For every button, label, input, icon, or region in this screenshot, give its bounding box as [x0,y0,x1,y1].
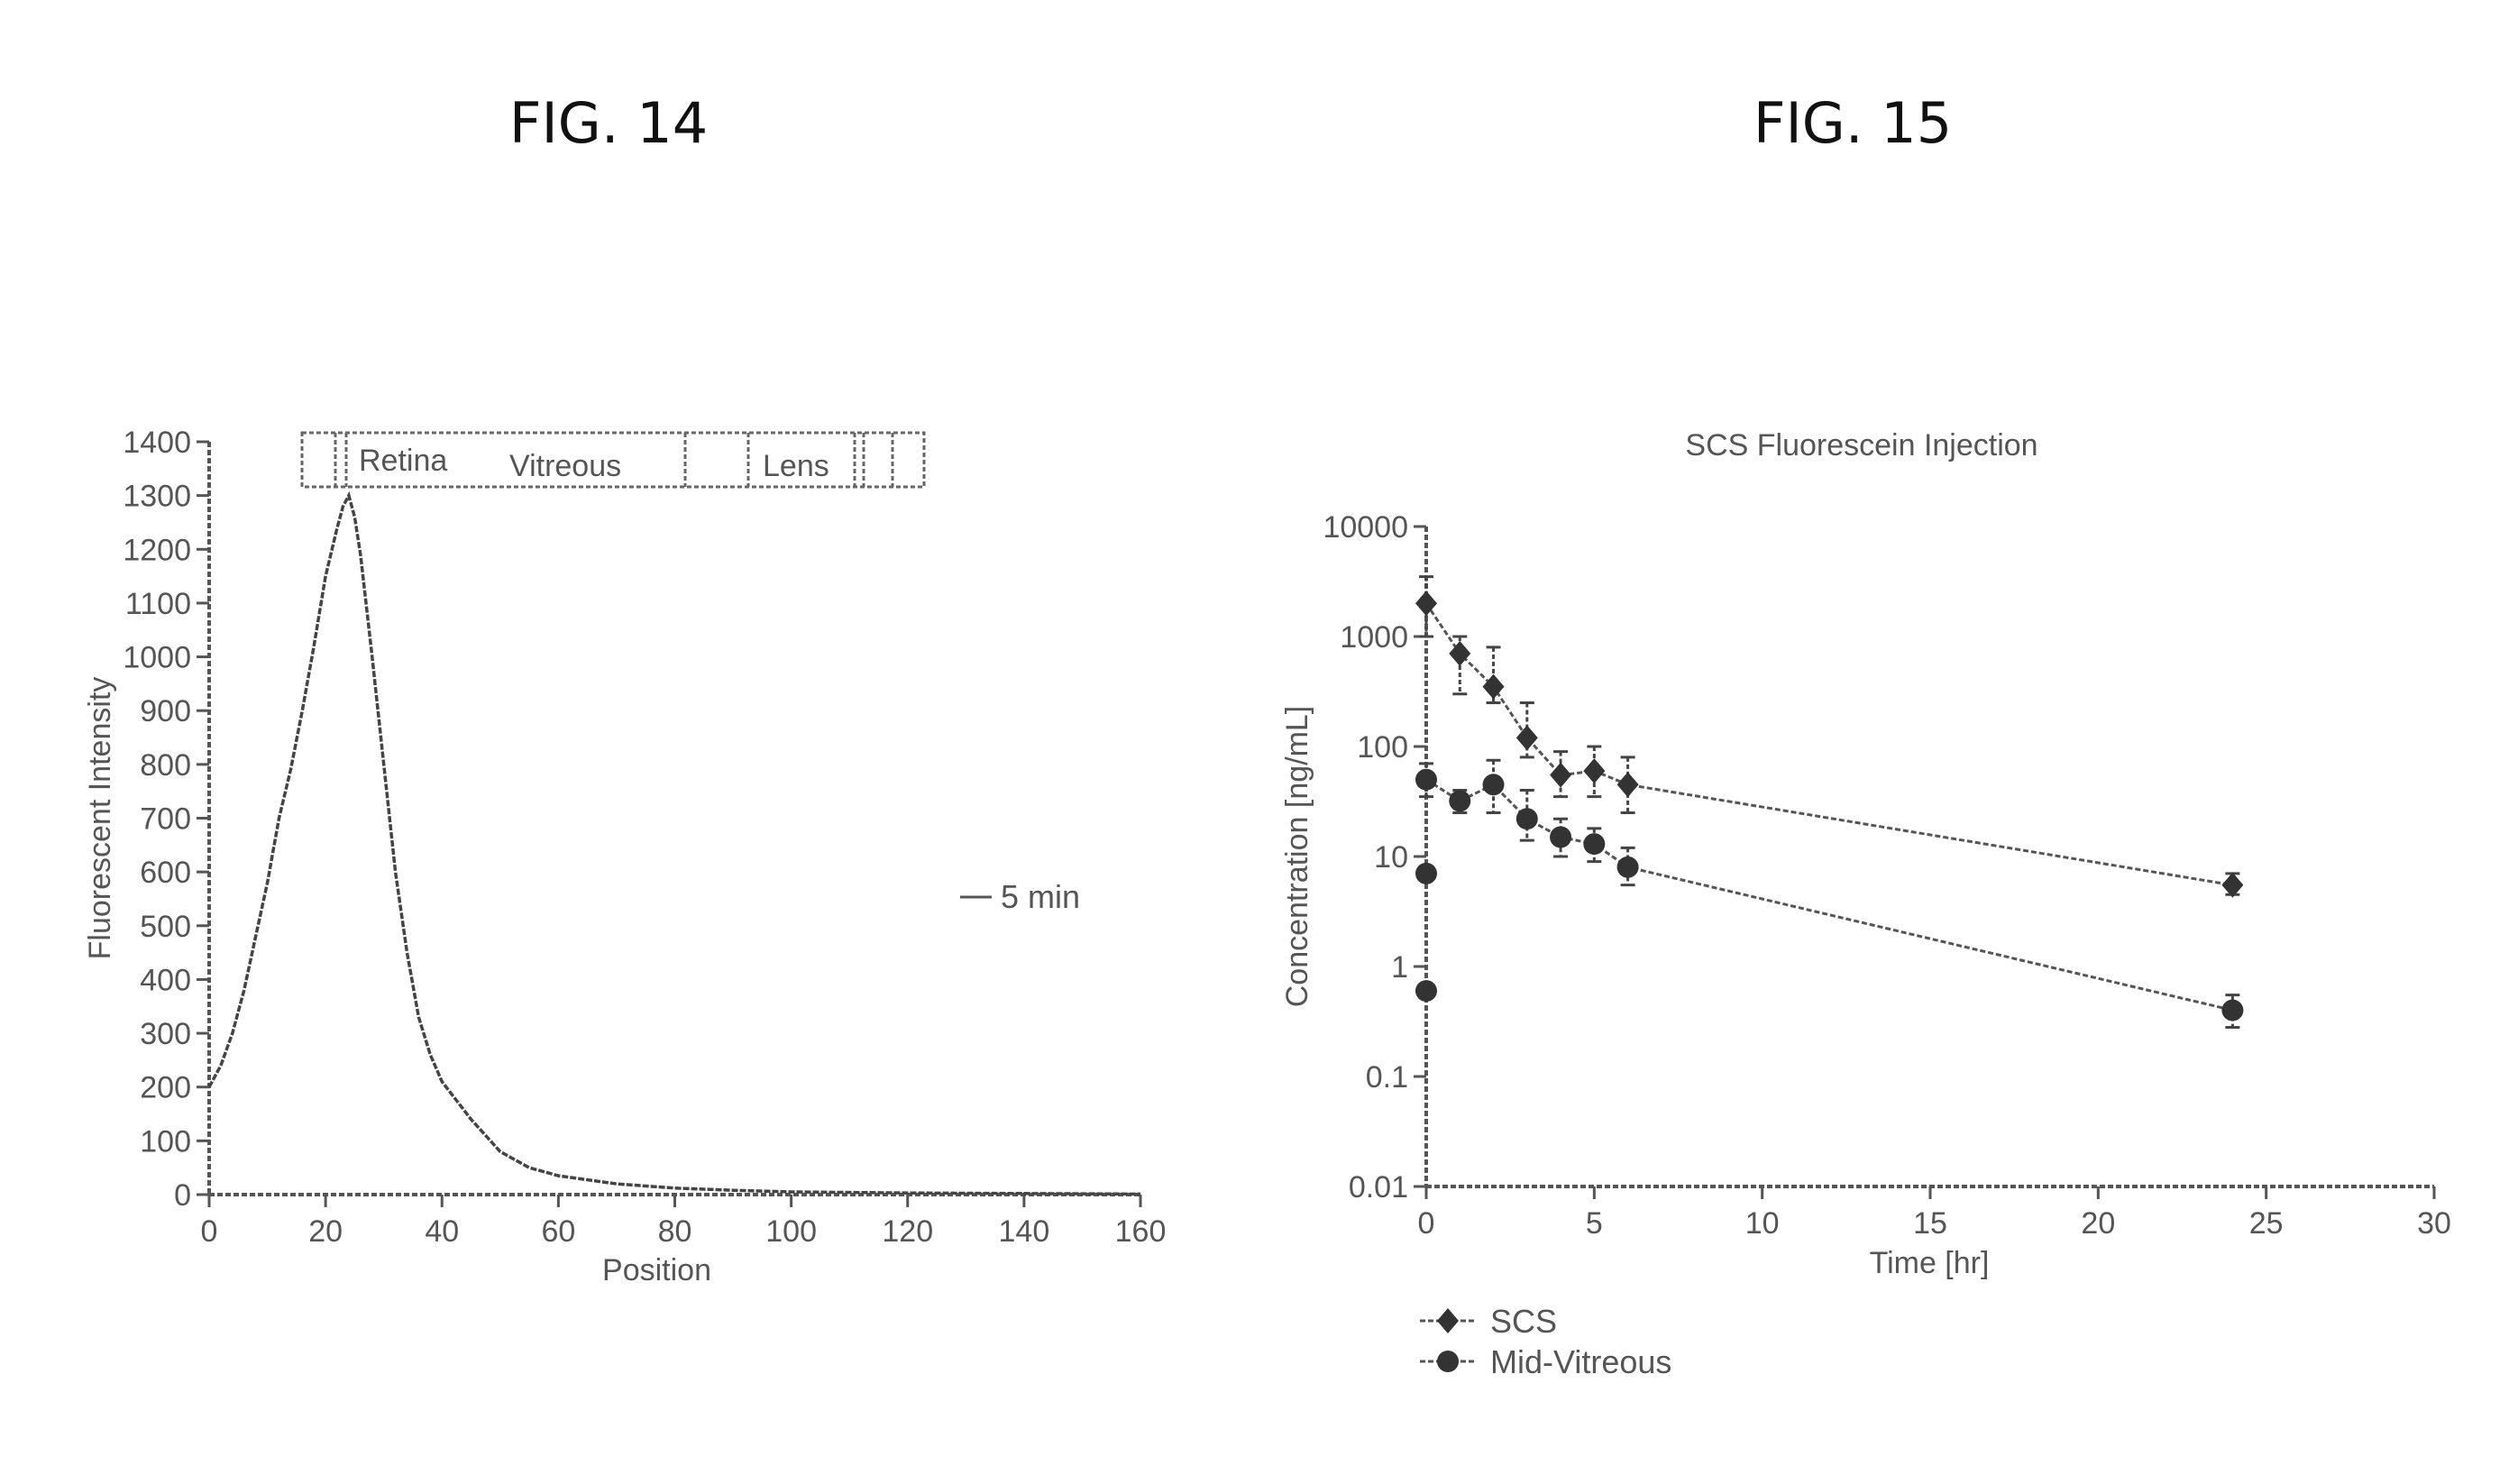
fig14-x-tick-label: 140 [999,1214,1050,1249]
fig14-y-tick-label: 600 [140,856,191,890]
fig14-y-tick-label: 1100 [125,587,191,621]
fig14-y-tick-label: 900 [140,694,191,728]
fig15-chart: SCS Fluorescein Injection0.010.111010010… [1280,428,2451,1380]
fig14-x-tick-label: 120 [882,1214,933,1249]
fig15-legend-label-mid-vitreous: Mid-Vitreous [1490,1343,1671,1380]
fig15-point-mid-vitreous [1415,768,1437,791]
fig15-x-tick-label: 5 [1586,1206,1603,1241]
fig14-y-tick-label: 1400 [123,426,191,460]
fig14-y-tick-label: 100 [140,1124,191,1159]
fig15-x-axis-title: Time [hr] [1870,1246,1990,1280]
fig15-y-tick-label: 1 [1391,950,1408,985]
fig15-line-scs [1424,602,2233,887]
fig15-point-scs [1550,762,1572,788]
fig15-point-mid-vitreous [1482,774,1505,796]
fig15-y-tick-label: 0.1 [1366,1060,1408,1095]
fig14-legend-label: 5 min [1001,878,1080,915]
fig15-point-mid-vitreous [1415,980,1437,1003]
fig14-x-axis-title: Position [602,1253,711,1287]
fig15-line-mid-vitreous [1425,778,2233,1012]
fig14-title: FIG. 14 [508,90,709,156]
fig15-y-tick-label: 100 [1357,730,1408,765]
fig15-point-mid-vitreous [1550,826,1572,848]
region-label-vitreous: Vitreous [509,449,621,483]
fig15-x-tick-label: 15 [1913,1206,1947,1241]
fig15-legend-marker-scs [1437,1308,1459,1333]
fig15-point-scs [1449,640,1471,666]
fig15-legend-label-scs: SCS [1490,1303,1557,1340]
fig15-point-mid-vitreous [1515,808,1538,830]
fig15-chart-title: SCS Fluorescein Injection [1685,428,2037,463]
fig15-point-scs [1482,673,1505,700]
fig14-x-tick-label: 60 [541,1214,575,1249]
fig14-y-tick-label: 1000 [123,641,191,675]
fig15-x-tick-label: 30 [2417,1206,2451,1241]
fig14-y-tick-label: 300 [140,1017,191,1051]
fig14-x-tick-label: 20 [308,1214,343,1249]
fig15-title: FIG. 15 [1753,90,1953,156]
fig15-y-tick-label: 10 [1374,840,1408,875]
fig14-y-tick-label: 200 [140,1071,191,1105]
fig15-point-mid-vitreous [2221,999,2244,1021]
fig15-x-tick-label: 25 [2249,1206,2284,1241]
fig15-y-tick-label: 10000 [1323,510,1408,545]
fig14-y-tick-label: 800 [140,748,191,783]
fig14-x-tick-label: 40 [425,1214,459,1249]
fig14-x-tick-label: 160 [1115,1214,1167,1249]
fig15-point-mid-vitreous [1415,862,1437,884]
fig14-x-tick-label: 80 [658,1214,692,1249]
fig15-x-tick-label: 20 [2081,1206,2115,1241]
fig15-y-tick-label: 1000 [1340,620,1408,655]
fig15-point-scs [1515,725,1538,751]
fig14-chart: 0100200300400500600700800900100011001200… [83,426,1166,1287]
fig14-y-tick-label: 400 [140,963,191,997]
fig15-y-tick-label: 0.01 [1349,1170,1408,1205]
fig15-legend-marker-mid-vitreous [1437,1351,1459,1372]
fig15-point-scs [1583,758,1606,784]
fig14-y-tick-label: 700 [140,802,191,837]
fig14-x-tick-label: 100 [765,1214,817,1249]
fig14-y-tick-label: 1200 [123,533,191,567]
fig14-y-tick-label: 0 [174,1178,191,1213]
fig14-y-tick-label: 1300 [123,480,191,514]
region-label-retina: Retina [359,444,447,478]
fig14-y-axis-title: Fluorescent Intensity [83,677,117,960]
fig15-x-tick-label: 0 [1418,1206,1435,1241]
region-label-lens: Lens [763,449,829,483]
fig14-series-line [207,490,1141,1196]
fig15-point-mid-vitreous [1583,833,1606,856]
fig14-x-tick-label: 0 [201,1214,218,1249]
fig15-point-scs [2221,872,2244,898]
fig14-y-tick-label: 500 [140,910,191,944]
fig15-point-mid-vitreous [1449,790,1471,812]
region-box [300,431,926,489]
fig15-y-axis-title: Concentration [ng/mL] [1280,706,1314,1008]
fig15-point-scs [1415,591,1437,617]
fig15-x-tick-label: 10 [1745,1206,1780,1241]
fig15-point-scs [1616,772,1639,798]
fig15-point-mid-vitreous [1616,856,1639,878]
